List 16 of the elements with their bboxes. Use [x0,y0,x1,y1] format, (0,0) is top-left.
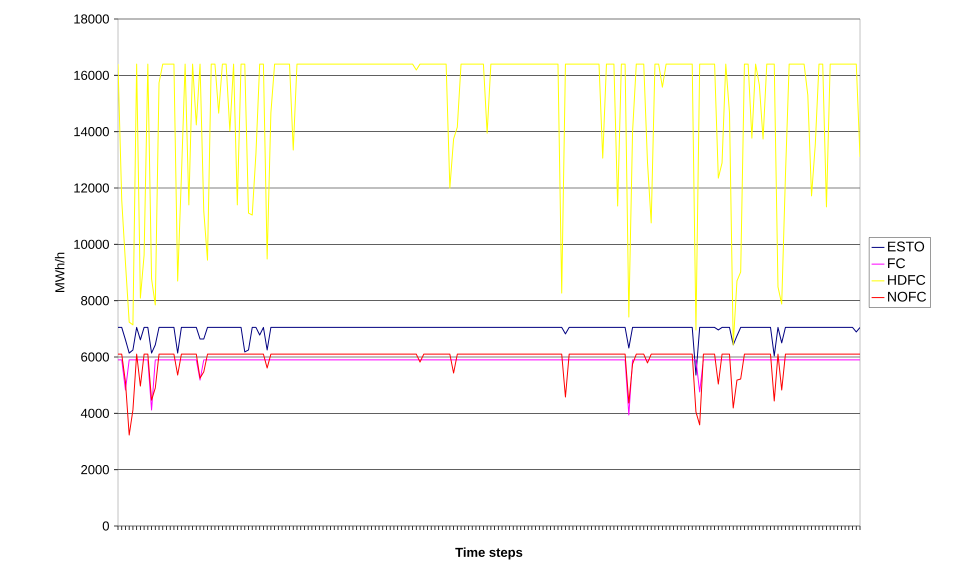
legend-label: NOFC [888,292,926,302]
y-tick-label: 2000 [81,465,109,474]
y-tick-label: 6000 [81,352,109,362]
y-tick-label: 14000 [74,127,109,136]
y-tick-label: 10000 [74,240,109,249]
y-tick-label: 8000 [81,296,109,306]
x-axis-title: Time steps [455,547,522,560]
y-tick-label: 0 [102,521,109,531]
y-tick-label: 16000 [74,70,109,80]
legend-label: FC [888,258,906,268]
legend-label: ESTO [888,242,924,252]
y-tick-label: 12000 [74,183,109,193]
y-tick-label: 4000 [80,408,109,418]
y-axis-title: MWh/h [54,252,64,292]
legend-label: HDFC [888,274,926,285]
y-tick-label: 18000 [74,14,109,24]
